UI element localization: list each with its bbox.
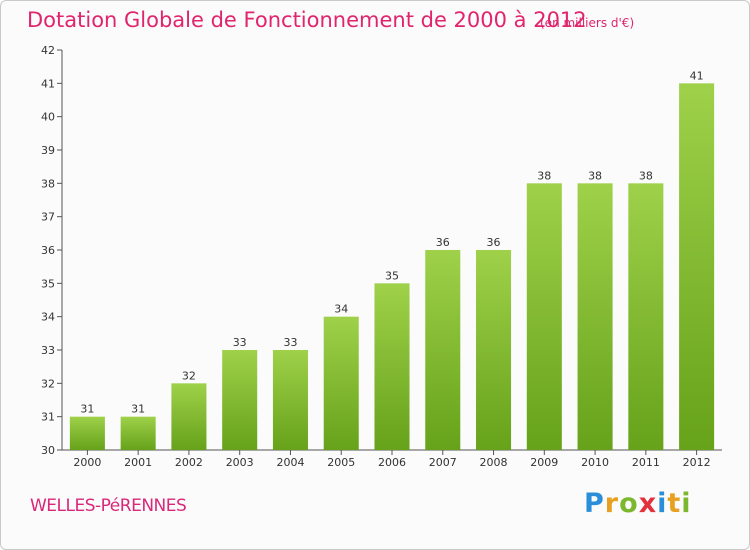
x-tick-label: 2004 xyxy=(276,456,304,469)
y-tick-label: 40 xyxy=(41,111,55,124)
bar-value-label: 31 xyxy=(80,403,94,416)
bar-value-label: 35 xyxy=(385,269,399,282)
bar xyxy=(374,283,410,450)
logo-letter: o xyxy=(619,488,639,519)
x-tick-label: 2007 xyxy=(429,456,457,469)
x-tick-label: 2012 xyxy=(683,456,711,469)
bar xyxy=(272,350,308,450)
bar-value-label: 33 xyxy=(283,336,297,349)
x-tick-label: 2009 xyxy=(530,456,558,469)
bar xyxy=(323,316,359,450)
x-tick-label: 2011 xyxy=(632,456,660,469)
bar xyxy=(476,250,512,450)
commune-name: WELLES-PéRENNES xyxy=(30,496,187,516)
x-tick-label: 2001 xyxy=(124,456,152,469)
bar-value-label: 33 xyxy=(233,336,247,349)
bar xyxy=(69,416,105,450)
bar xyxy=(425,250,461,450)
proxiti-logo: Proxiti xyxy=(584,488,692,519)
y-tick-label: 31 xyxy=(41,411,55,424)
chart-subtitle: (en milliers d'€) xyxy=(540,16,635,30)
logo-letter: i xyxy=(681,488,692,519)
chart-bars: 31 31 32 33 33 34 35 36 36 38 38 38 41 xyxy=(69,69,715,451)
bar-value-label: 38 xyxy=(639,169,653,182)
y-tick-label: 38 xyxy=(41,177,55,190)
y-tick-label: 39 xyxy=(41,144,55,157)
x-tick-label: 2010 xyxy=(581,456,609,469)
y-tick-label: 35 xyxy=(41,277,55,290)
chart-title: Dotation Globale de Fonctionnement de 20… xyxy=(27,8,587,32)
bar xyxy=(577,183,613,451)
bar xyxy=(628,183,664,451)
y-tick-label: 41 xyxy=(41,77,55,90)
x-tick-label: 2003 xyxy=(226,456,254,469)
x-tick-label: 2002 xyxy=(175,456,203,469)
x-tick-label: 2000 xyxy=(73,456,101,469)
bar-value-label: 41 xyxy=(690,69,704,82)
x-tick-label: 2006 xyxy=(378,456,406,469)
logo-letter: i xyxy=(657,488,668,519)
logo-letter: t xyxy=(667,488,682,519)
bar-value-label: 38 xyxy=(537,169,551,182)
y-tick-label: 33 xyxy=(41,344,55,357)
logo-letter: r xyxy=(604,488,620,519)
bar xyxy=(526,183,562,451)
bar-value-label: 31 xyxy=(131,403,145,416)
x-tick-label: 2008 xyxy=(480,456,508,469)
bar-value-label: 36 xyxy=(436,236,450,249)
bar-value-label: 34 xyxy=(334,303,348,316)
y-tick-label: 36 xyxy=(41,244,55,257)
logo-letter: x xyxy=(638,488,658,519)
bar xyxy=(120,416,156,450)
x-tick-label: 2005 xyxy=(327,456,355,469)
y-tick-label: 30 xyxy=(41,444,55,457)
y-tick-label: 42 xyxy=(41,44,55,57)
y-tick-label: 32 xyxy=(41,377,55,390)
y-tick-label: 37 xyxy=(41,211,55,224)
bar xyxy=(222,350,258,450)
y-tick-label: 34 xyxy=(41,311,55,324)
bar xyxy=(171,383,207,450)
bar-value-label: 36 xyxy=(487,236,501,249)
bar xyxy=(679,83,715,450)
bar-value-label: 32 xyxy=(182,369,196,382)
bar-value-label: 38 xyxy=(588,169,602,182)
logo-letter: P xyxy=(584,488,605,519)
